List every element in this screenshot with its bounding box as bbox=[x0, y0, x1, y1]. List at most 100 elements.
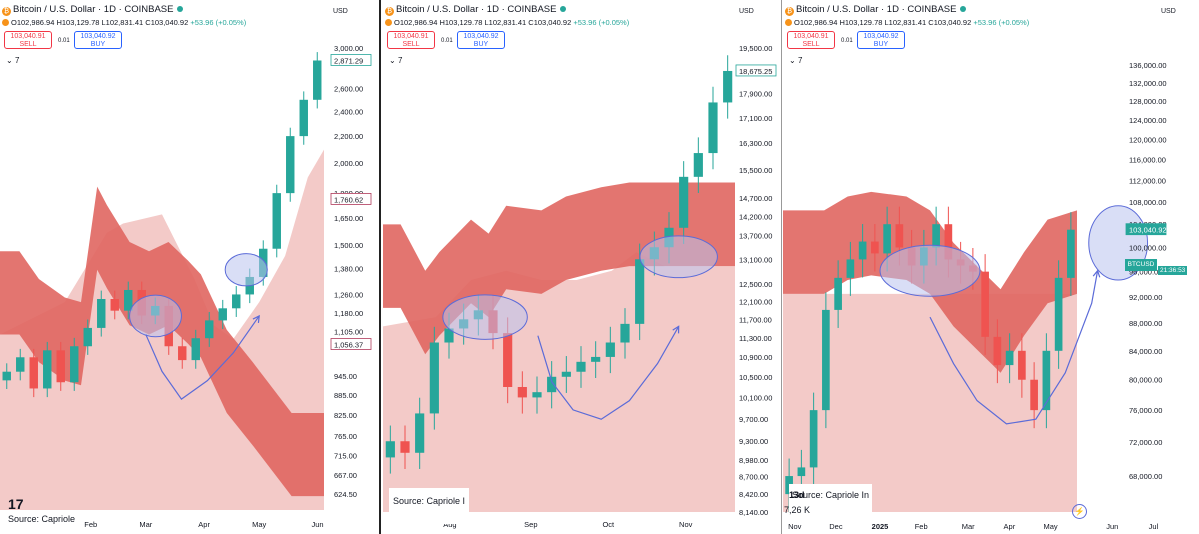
band-dark-area bbox=[383, 182, 735, 355]
candle-body bbox=[693, 153, 703, 177]
y-tick-label: 2,400.00 bbox=[334, 107, 363, 116]
symbol-title: Bitcoin / U.S. Dollar · 1D · COINBASE bbox=[13, 4, 174, 15]
symbol-price-tag: BTCUSD bbox=[1125, 259, 1157, 271]
buy-button[interactable]: 103,040.92 BUY bbox=[74, 31, 122, 49]
y-tick-label: 80,000.00 bbox=[1129, 376, 1162, 385]
candle-body bbox=[679, 176, 689, 228]
indicators-toggle[interactable]: ⌄ 7 bbox=[789, 56, 803, 65]
chart-panel-2025[interactable]: 136,000.00 132,000.00 128,000.00 124,000.00… bbox=[783, 0, 1199, 534]
ohlc-values: O102,986.94 H103,129.78 L102,831.41 C103… bbox=[11, 18, 189, 27]
y-tick-label: 19,500.00 bbox=[739, 44, 772, 53]
chart-panel-2017[interactable]: 3,000.00 2,600.00 2,400.00 2,200.00 2,000.00… bbox=[0, 0, 381, 534]
candle-body bbox=[218, 308, 227, 321]
candle-body bbox=[286, 136, 295, 194]
x-tick-label: Nov bbox=[788, 522, 802, 531]
candle-body bbox=[576, 361, 586, 372]
source-label: Source: Capriole bbox=[5, 510, 79, 528]
candle-body bbox=[16, 357, 25, 372]
market-open-icon bbox=[177, 6, 184, 12]
buy-price: 103,040.92 bbox=[463, 33, 499, 40]
trend-arrow-head bbox=[252, 314, 260, 323]
y-tick-label: 667.00 bbox=[334, 471, 357, 480]
source-label: Source: Capriole I bbox=[389, 488, 470, 524]
y-tick-label: 1,260.00 bbox=[334, 290, 363, 299]
indicators-count: 7 bbox=[797, 56, 803, 65]
candle-body bbox=[532, 392, 542, 398]
price-change: +53.96 (+0.05%) bbox=[973, 18, 1030, 27]
y-tick-label: 1,650.00 bbox=[334, 214, 363, 223]
candle-body bbox=[708, 102, 718, 154]
price-change: +53.96 (+0.05%) bbox=[573, 18, 630, 27]
y-tick-label: 1,180.00 bbox=[334, 309, 363, 318]
y-tick-label: 132,000.00 bbox=[1129, 79, 1167, 88]
y-tick-label: 136,000.00 bbox=[1129, 61, 1167, 70]
y-tick-label: 11,300.00 bbox=[739, 334, 772, 343]
y-tick-label: 885.00 bbox=[334, 391, 357, 400]
y-tick-label: 17,900.00 bbox=[739, 89, 772, 98]
candle-body bbox=[895, 224, 904, 248]
price-label-box bbox=[330, 193, 372, 205]
chart-canvas[interactable]: 136,000.00 132,000.00 128,000.00 124,000.00… bbox=[783, 0, 1199, 534]
y-tick-label: 128,000.00 bbox=[1129, 97, 1167, 106]
candle-body bbox=[110, 298, 119, 311]
chart-canvas[interactable]: 3,000.00 2,600.00 2,400.00 2,200.00 2,000.00… bbox=[0, 0, 381, 534]
y-tick-label: 10,100.00 bbox=[739, 393, 772, 402]
x-tick-label: Mar bbox=[962, 522, 975, 531]
price-label-box bbox=[330, 54, 372, 66]
y-tick-label: 945.00 bbox=[334, 372, 357, 381]
y-tick-label: 9,700.00 bbox=[739, 415, 768, 424]
price-label-text: 2,871.29 bbox=[334, 56, 363, 65]
candle-body bbox=[1067, 229, 1075, 278]
spread-value: 0.01 bbox=[58, 38, 70, 44]
y-tick-label: 2,600.00 bbox=[334, 85, 363, 94]
chart-canvas[interactable]: 19,500.00 17,900.00 17,100.00 16,300.00 15,5… bbox=[383, 0, 782, 534]
indicators-toggle[interactable]: ⌄ 7 bbox=[6, 56, 20, 65]
sell-price: 103,040.91 bbox=[793, 33, 829, 40]
y-tick-label: 3,000.00 bbox=[334, 44, 363, 53]
indicators-toggle[interactable]: ⌄ 7 bbox=[389, 56, 403, 65]
candle-body bbox=[981, 271, 989, 337]
spread-value: 0.01 bbox=[441, 38, 453, 44]
price-label-box bbox=[330, 338, 372, 350]
bitcoin-icon bbox=[385, 19, 392, 26]
x-tick-label: Aug bbox=[443, 520, 456, 529]
y-tick-label: 84,000.00 bbox=[1129, 347, 1162, 356]
x-tick-label: Feb bbox=[915, 522, 928, 531]
sell-price: 103,040.91 bbox=[10, 33, 46, 40]
tradingview-logo[interactable]: 17 bbox=[8, 496, 24, 512]
y-tick-label: 2,000.00 bbox=[334, 159, 363, 168]
sell-button[interactable]: 103,040.91 SELL bbox=[787, 31, 835, 49]
candle-body bbox=[1054, 277, 1063, 351]
y-tick-label: 100,000.00 bbox=[1129, 243, 1167, 252]
indicators-count: 7 bbox=[14, 56, 20, 65]
ohlc-values: O102,986.94 H103,129.78 L102,831.41 C103… bbox=[794, 18, 972, 27]
chart-panel-2017-late[interactable]: 19,500.00 17,900.00 17,100.00 16,300.00 15,5… bbox=[383, 0, 782, 534]
x-tick-label: Nov bbox=[679, 520, 693, 529]
highlight-ellipse bbox=[129, 294, 182, 338]
candle-body bbox=[797, 467, 806, 477]
highlight-ellipse bbox=[224, 253, 268, 287]
y-tick-label: 68,000.00 bbox=[1129, 472, 1162, 481]
band-dark-area bbox=[0, 186, 324, 497]
x-tick-label: Jun bbox=[311, 520, 323, 529]
buy-button[interactable]: 103,040.92 BUY bbox=[457, 31, 505, 49]
buy-price: 103,040.92 bbox=[80, 33, 116, 40]
sell-button[interactable]: 103,040.91 SELL bbox=[4, 31, 52, 49]
x-tick-label: Apr bbox=[1004, 522, 1016, 531]
volume-value-label: 7,26 K bbox=[784, 505, 811, 515]
y-tick-label: 92,000.00 bbox=[1129, 293, 1162, 302]
candle-body bbox=[1030, 379, 1038, 411]
x-tick-label: Apr bbox=[198, 520, 210, 529]
sell-button[interactable]: 103,040.91 SELL bbox=[387, 31, 435, 49]
candle-body bbox=[1005, 350, 1014, 366]
buy-button[interactable]: 103,040.92 BUY bbox=[857, 31, 905, 49]
drawing-tool-icon[interactable]: ⚡ bbox=[1072, 504, 1087, 519]
symbol-title: Bitcoin / U.S. Dollar · 1D · COINBASE bbox=[396, 4, 557, 15]
y-tick-label: 1,380.00 bbox=[334, 265, 363, 274]
y-tick-label: 14,200.00 bbox=[739, 212, 772, 221]
candle-body bbox=[822, 309, 830, 411]
bitcoin-icon bbox=[785, 19, 792, 26]
currency-label: USD bbox=[739, 8, 754, 15]
y-tick-label: 12,100.00 bbox=[739, 297, 772, 306]
sell-label: SELL bbox=[402, 41, 420, 48]
